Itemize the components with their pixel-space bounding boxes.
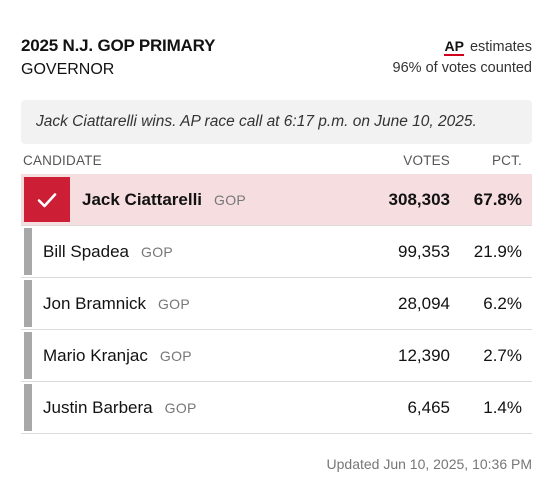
- race-office: GOVERNOR: [21, 61, 115, 78]
- winner-badge: [24, 177, 70, 222]
- header-candidate: CANDIDATE: [23, 153, 102, 168]
- race-call-note: Jack Ciattarelli wins. AP race call at 6…: [21, 100, 532, 144]
- candidate-name-cell: Bill Spadea GOP: [43, 242, 173, 262]
- candidate-party: GOP: [159, 347, 192, 364]
- candidate-row: Justin Barbera GOP 6,465 1.4%: [21, 382, 532, 434]
- candidate-party: GOP: [214, 191, 247, 208]
- candidate-row: Mario Kranjac GOP 12,390 2.7%: [21, 330, 532, 382]
- candidate-pct: 1.4%: [483, 397, 522, 417]
- candidate-votes: 6,465: [407, 397, 450, 417]
- header-votes: VOTES: [403, 153, 450, 168]
- candidate-party: GOP: [141, 243, 174, 260]
- candidate-name-cell: Mario Kranjac GOP: [43, 346, 192, 366]
- ap-logo[interactable]: AP: [444, 38, 465, 56]
- candidate-pct: 6.2%: [483, 293, 522, 313]
- estimate-label: estimates: [469, 39, 532, 55]
- votes-counted: 96% of votes counted: [392, 60, 532, 76]
- estimate-info: AP estimates 96% of votes counted: [393, 38, 532, 76]
- race-header: 2025 N.J. GOP PRIMARY GOVERNOR AP estima…: [21, 36, 532, 82]
- candidate-row: Jon Bramnick GOP 28,094 6.2%: [21, 278, 532, 330]
- candidate-votes: 308,303: [388, 189, 450, 209]
- candidate-name-cell: Justin Barbera GOP: [43, 398, 197, 418]
- candidate-pct: 21.9%: [473, 241, 522, 261]
- candidate-bar: [24, 384, 32, 431]
- candidate-bar: [24, 280, 32, 327]
- candidate-name: Mario Kranjac: [43, 345, 148, 365]
- candidate-votes: 28,094: [398, 293, 450, 313]
- candidate-name: Jon Bramnick: [43, 293, 146, 313]
- candidate-name-cell: Jack Ciattarelli GOP: [82, 190, 246, 210]
- candidate-bar: [24, 228, 32, 275]
- candidate-votes: 12,390: [398, 345, 450, 365]
- candidate-party: GOP: [157, 295, 191, 312]
- candidate-row: Bill Spadea GOP 99,353 21.9%: [21, 226, 532, 278]
- column-headers: CANDIDATE VOTES PCT.: [21, 151, 532, 173]
- candidate-bar: [24, 332, 32, 379]
- race-title: 2025 N.J. GOP PRIMARY: [21, 36, 216, 55]
- checkmark-icon: [37, 192, 57, 207]
- candidate-votes: 99,353: [398, 241, 450, 261]
- candidate-name: Justin Barbera: [43, 397, 153, 417]
- candidate-name-cell: Jon Bramnick GOP: [43, 294, 190, 314]
- candidate-pct: 67.8%: [473, 189, 522, 209]
- candidate-name: Bill Spadea: [43, 241, 130, 261]
- results-table: Jack Ciattarelli GOP 308,303 67.8% Bill S…: [21, 174, 532, 434]
- candidate-row-winner: Jack Ciattarelli GOP 308,303 67.8%: [21, 174, 532, 226]
- header-pct: PCT.: [491, 153, 522, 168]
- candidate-party: GOP: [164, 399, 197, 416]
- candidate-name: Jack Ciattarelli: [82, 189, 203, 209]
- updated-timestamp: Updated Jun 10, 2025, 10:36 PM: [326, 456, 532, 472]
- candidate-pct: 2.7%: [483, 345, 522, 365]
